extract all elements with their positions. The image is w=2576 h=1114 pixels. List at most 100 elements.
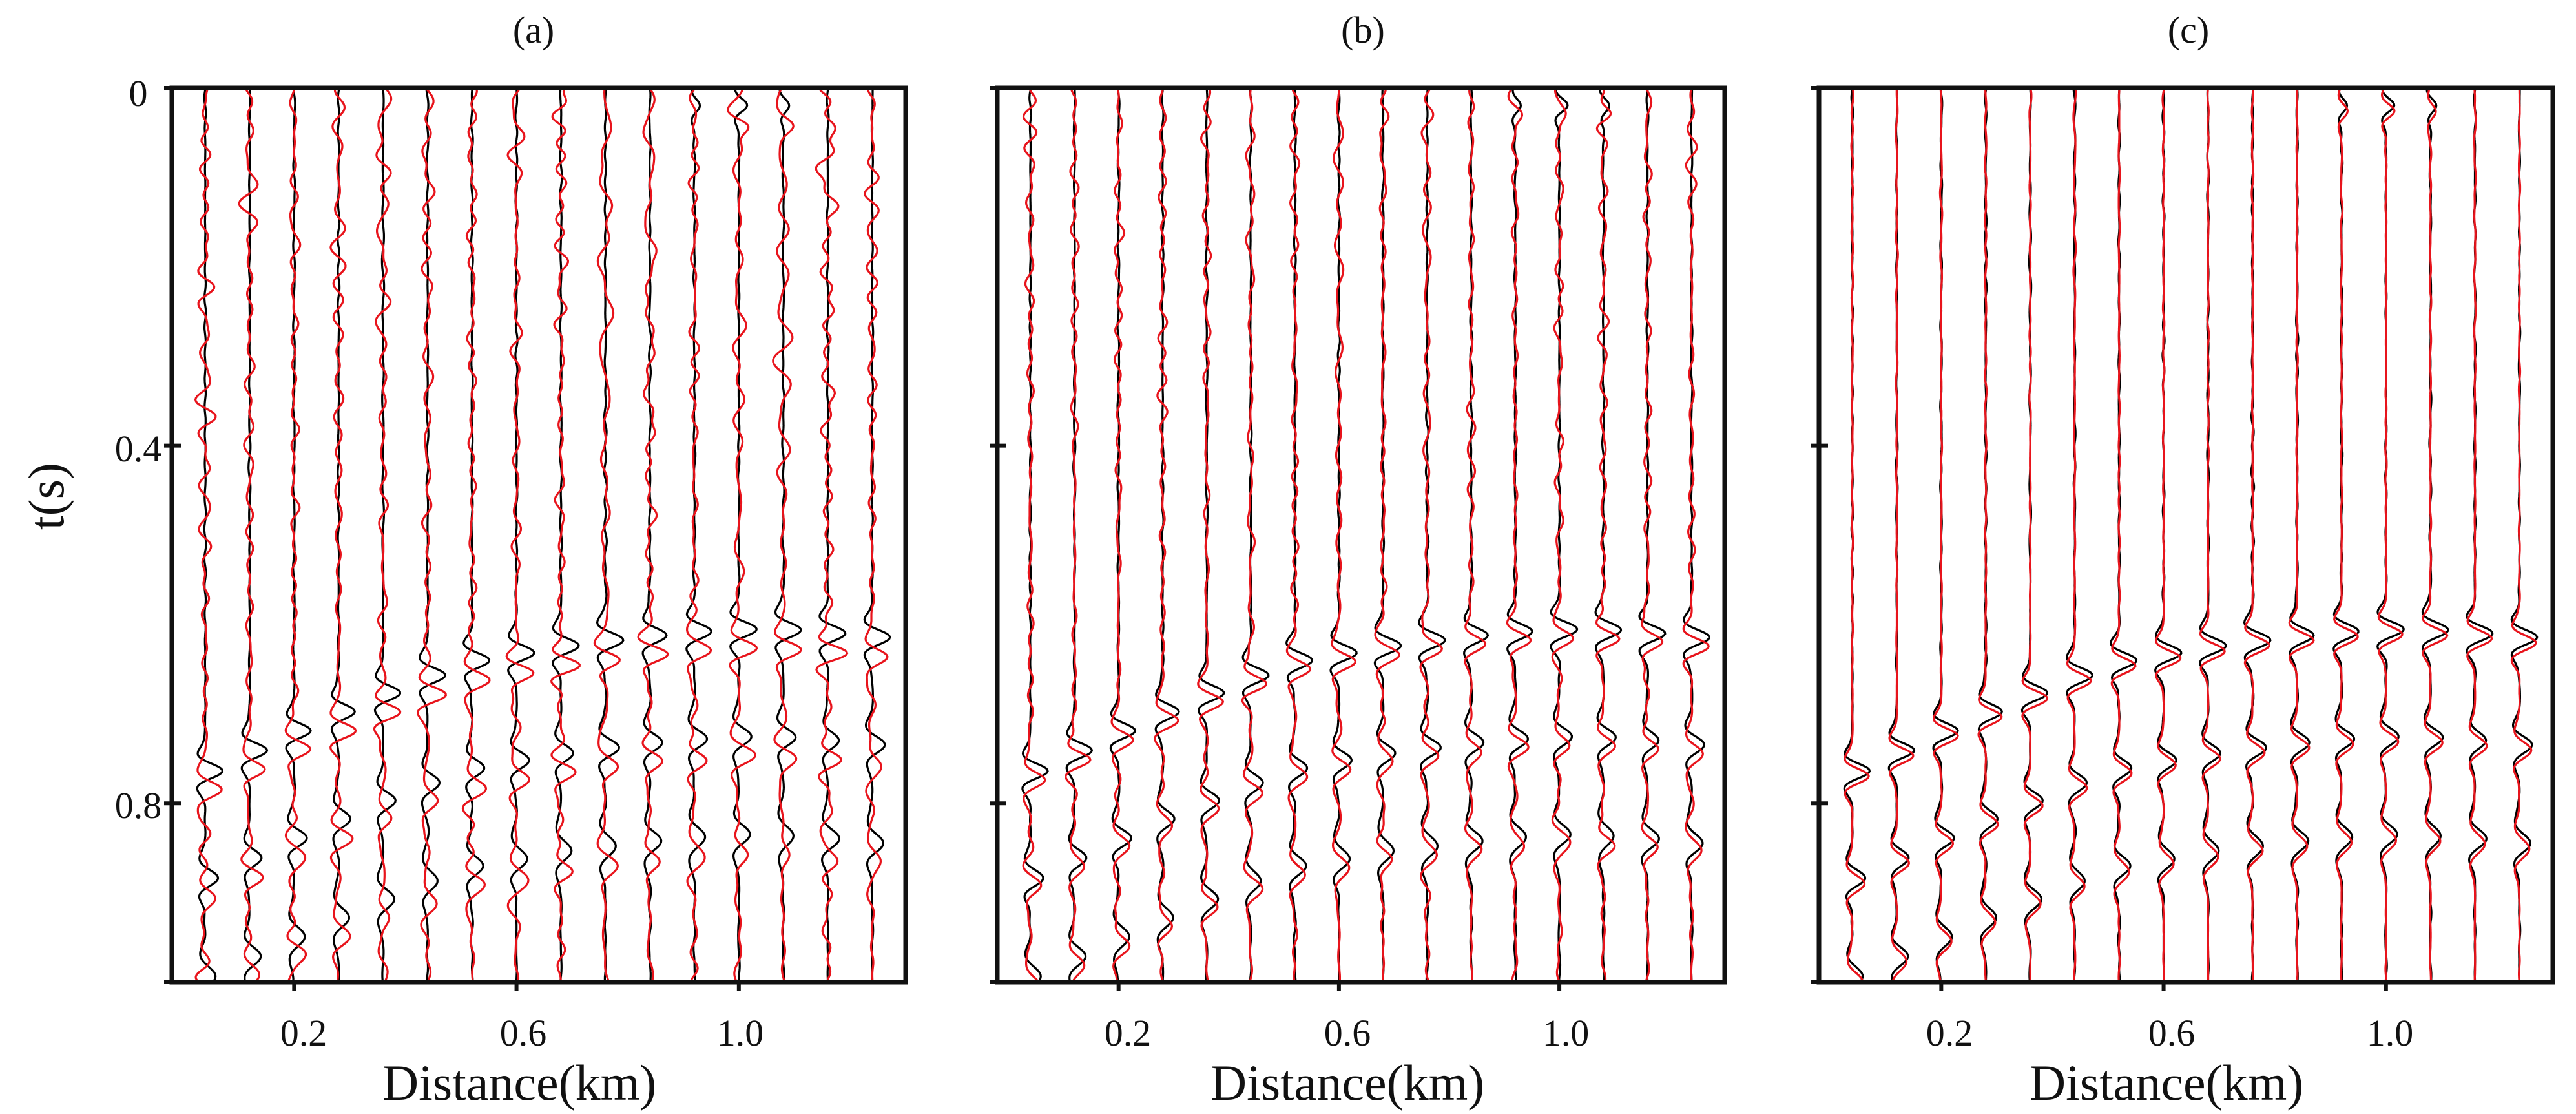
panel-b-x-axis-label: Distance(km) <box>1210 1055 1485 1111</box>
panel-a-ticks <box>164 86 741 991</box>
synthetic-trace-13 <box>772 87 802 982</box>
synthetic-trace-12 <box>1551 87 1575 982</box>
synthetic-trace-5 <box>1241 87 1268 982</box>
synthetic-trace-2 <box>284 87 311 982</box>
panel-b-title: (b) <box>1341 9 1385 51</box>
synthetic-trace-10 <box>1464 87 1487 982</box>
synthetic-trace-0 <box>194 87 223 982</box>
synthetic-trace-3 <box>329 87 357 982</box>
synthetic-trace-14 <box>2466 87 2493 982</box>
y-axis: t(s) 0 0.4 0.8 <box>18 72 161 826</box>
synthetic-trace-0 <box>1844 87 1870 982</box>
synthetic-trace-6 <box>461 87 491 982</box>
observed-trace-0 <box>1021 87 1049 982</box>
synthetic-trace-1 <box>1888 87 1915 982</box>
observed-trace-10 <box>2289 87 2315 982</box>
observed-trace-11 <box>1506 87 1533 982</box>
synthetic-trace-3 <box>1154 87 1179 982</box>
observed-trace-11 <box>2332 87 2360 982</box>
synthetic-trace-2 <box>1933 87 1959 982</box>
synthetic-trace-8 <box>550 87 581 982</box>
panel-c-traces <box>1843 87 2539 982</box>
observed-trace-4 <box>1197 87 1225 982</box>
observed-trace-13 <box>774 87 802 982</box>
synthetic-trace-5 <box>417 87 447 982</box>
panel-c-ticks <box>1811 86 2388 991</box>
synthetic-trace-15 <box>1682 87 1710 982</box>
panel-b-x-tick-label-0: 0.2 <box>1105 1012 1152 1054</box>
synthetic-trace-6 <box>2110 87 2137 982</box>
synthetic-trace-1 <box>1065 87 1092 982</box>
observed-trace-10 <box>641 87 668 982</box>
observed-trace-12 <box>1550 87 1579 982</box>
synthetic-trace-10 <box>637 87 669 982</box>
y-tick-label-1: 0.4 <box>115 428 162 470</box>
observed-trace-1 <box>240 87 269 982</box>
synthetic-trace-13 <box>2422 87 2449 982</box>
synthetic-trace-5 <box>2066 87 2092 982</box>
synthetic-trace-4 <box>373 87 402 982</box>
panel-a-x-axis-label: Distance(km) <box>382 1055 657 1111</box>
y-tick-label-0: 0 <box>129 72 148 114</box>
observed-trace-8 <box>1373 87 1402 982</box>
observed-trace-0 <box>196 87 224 982</box>
synthetic-trace-8 <box>2199 87 2226 982</box>
synthetic-trace-6 <box>1285 87 1312 982</box>
observed-trace-13 <box>2421 87 2449 982</box>
synthetic-trace-7 <box>505 87 535 982</box>
observed-trace-2 <box>1109 87 1137 982</box>
panel-a-x-tick-label-0: 0.2 <box>280 1012 327 1054</box>
panel-a-x-tick-label-2: 1.0 <box>717 1012 764 1054</box>
observed-trace-15 <box>863 88 891 982</box>
panel-b-x-tick-label-2: 1.0 <box>1542 1012 1590 1054</box>
panel-c-x-axis-label: Distance(km) <box>2030 1055 2304 1111</box>
panel-c-title: (c) <box>2168 9 2209 51</box>
panel-b-traces <box>1021 87 1710 982</box>
observed-trace-2 <box>285 87 312 982</box>
observed-trace-3 <box>330 87 357 982</box>
observed-trace-3 <box>1977 87 2004 982</box>
synthetic-trace-12 <box>2377 87 2404 982</box>
panel-b: (b) 0.2 0.6 1.0 Distance(km) <box>990 9 1727 1111</box>
observed-trace-7 <box>507 87 535 982</box>
observed-trace-2 <box>1932 87 1959 982</box>
synthetic-trace-9 <box>593 87 621 982</box>
observed-trace-5 <box>1241 87 1270 982</box>
synthetic-trace-11 <box>2333 87 2359 982</box>
synthetic-trace-13 <box>1595 87 1621 982</box>
observed-trace-9 <box>596 87 625 982</box>
panel-b-frame <box>995 85 1727 985</box>
panel-a-frame <box>169 85 908 985</box>
observed-trace-5 <box>2066 87 2093 982</box>
synthetic-trace-2 <box>1110 87 1134 982</box>
panel-c: (c) 0.2 0.6 1.0 Distance(km) <box>1811 9 2555 1111</box>
observed-trace-6 <box>1285 87 1314 982</box>
panel-c-frame <box>1816 85 2555 985</box>
panel-a-x-tick-label-1: 0.6 <box>500 1012 547 1054</box>
y-axis-label: t(s) <box>18 463 74 530</box>
panel-a-traces <box>194 87 891 982</box>
synthetic-trace-7 <box>2155 87 2182 982</box>
panel-c-x-tick-label-1: 0.6 <box>2148 1012 2196 1054</box>
synthetic-trace-4 <box>2021 87 2049 982</box>
panel-b-ticks <box>990 86 1562 991</box>
synthetic-trace-15 <box>2510 87 2537 982</box>
panel-c-x-tick-label-2: 1.0 <box>2367 1012 2414 1054</box>
panel-a: (a) 0.2 0.6 1.0 Distance(km) <box>164 9 908 1111</box>
synthetic-trace-8 <box>1374 87 1400 982</box>
observed-trace-0 <box>1843 87 1871 982</box>
observed-trace-7 <box>1329 87 1358 982</box>
observed-trace-5 <box>419 87 446 982</box>
observed-trace-9 <box>2243 87 2272 982</box>
observed-trace-14 <box>818 87 847 982</box>
synthetic-trace-11 <box>685 87 712 982</box>
observed-trace-14 <box>2466 87 2494 982</box>
synthetic-trace-11 <box>1506 87 1532 982</box>
synthetic-trace-12 <box>727 87 758 982</box>
synthetic-trace-15 <box>864 87 889 982</box>
observed-trace-4 <box>2020 87 2049 982</box>
synthetic-trace-10 <box>2288 87 2315 982</box>
synthetic-trace-1 <box>238 87 266 982</box>
panel-c-x-tick-label-0: 0.2 <box>1926 1012 1973 1054</box>
